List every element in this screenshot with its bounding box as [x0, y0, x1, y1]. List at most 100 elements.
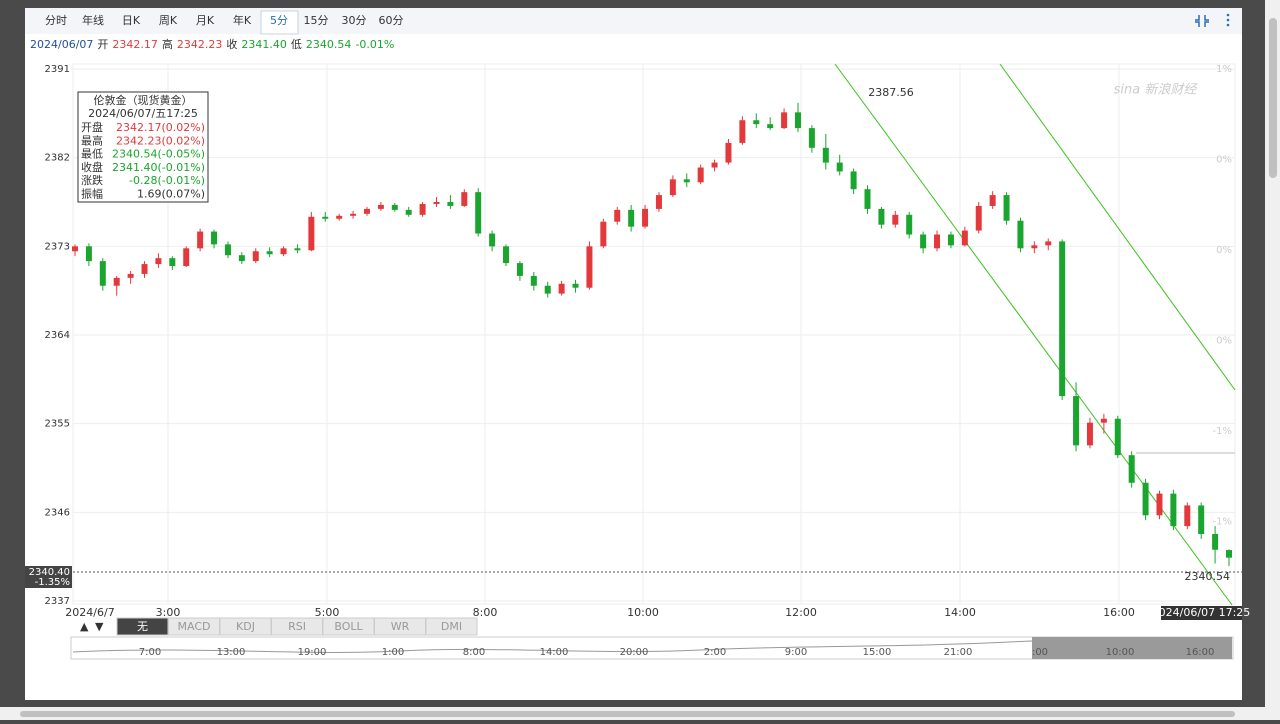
candle-body: [1114, 418, 1121, 456]
candle-body: [266, 251, 273, 255]
tooltip-value: 2340.54(-0.05%): [112, 148, 205, 161]
tab[interactable]: 60分: [379, 14, 404, 27]
tab[interactable]: 30分: [342, 14, 367, 27]
tooltip-key: 涨跌: [81, 173, 103, 187]
candle-body: [377, 204, 384, 209]
nav-label: 2:00: [704, 647, 726, 658]
candle-body: [906, 214, 913, 235]
x-tick-label: 5:00: [315, 606, 340, 619]
candle-body: [655, 195, 662, 209]
tab[interactable]: 15分: [304, 14, 329, 27]
candle-body: [600, 221, 607, 247]
nav-label: 16:00: [1186, 647, 1215, 658]
tab[interactable]: 月K: [196, 14, 215, 27]
candle-body: [850, 171, 857, 190]
nav-label: 14:00: [540, 647, 569, 658]
candle-body: [753, 120, 760, 125]
candle-body: [1156, 493, 1163, 516]
min-label: 2340.54: [1185, 570, 1231, 583]
candle-body: [1128, 455, 1135, 483]
v-thumb: [1269, 18, 1277, 178]
info-open-label: 开: [97, 38, 108, 51]
price-tag: [25, 566, 72, 588]
nav-label: 19:00: [298, 647, 327, 658]
indicator-tab[interactable]: MACD: [178, 620, 211, 633]
candle-body: [836, 162, 843, 172]
tab[interactable]: 5分: [270, 14, 288, 27]
cursor-time-bg: [1161, 606, 1242, 620]
indicator-tab[interactable]: WR: [391, 620, 410, 633]
tab[interactable]: 周K: [159, 14, 178, 27]
nav-label: :00: [1032, 647, 1048, 658]
tooltip-title: 伦敦金（现货黄金）: [94, 93, 193, 107]
arrow-up[interactable]: ▲: [80, 620, 89, 633]
candle-body: [183, 248, 190, 267]
candle-body: [586, 246, 593, 288]
h-thumb: [20, 711, 1235, 717]
indicator-tab[interactable]: RSI: [288, 620, 306, 633]
candle-body: [558, 283, 565, 294]
candle-body: [530, 275, 537, 286]
candle-body: [781, 112, 788, 129]
x-tick-label: 10:00: [627, 606, 659, 619]
indicator-tab[interactable]: 无: [137, 620, 148, 633]
x-tick-label: 8:00: [473, 606, 498, 619]
candle-body: [1086, 422, 1093, 446]
tab[interactable]: 分时: [45, 14, 67, 27]
tooltip-key: 收盘: [81, 160, 103, 174]
indicator-tab-bg: [425, 617, 478, 636]
tab[interactable]: 日K: [122, 14, 141, 27]
candle-body: [892, 214, 899, 225]
tab-bar: [25, 8, 1242, 34]
candle-body: [1073, 396, 1080, 446]
indicator-tab[interactable]: BOLL: [334, 620, 363, 633]
indicator-tab[interactable]: DMI: [441, 620, 462, 633]
candle-body: [947, 234, 954, 246]
plot-frame: [72, 63, 1236, 605]
candle-body: [141, 264, 148, 274]
candle-body: [572, 283, 579, 288]
info-change: -0.01%: [355, 38, 394, 51]
candle-body: [725, 142, 732, 163]
tooltip-key: 最低: [81, 148, 103, 161]
navigator: [70, 636, 1234, 660]
candle-body: [1170, 493, 1177, 527]
candle-body: [238, 255, 245, 262]
candle-body: [1003, 195, 1010, 221]
candle-body: [405, 209, 412, 215]
candle-body: [1100, 418, 1107, 423]
nav-label: 13:00: [217, 647, 246, 658]
y-tick-label: 2346: [45, 507, 70, 518]
candle-body: [1031, 245, 1038, 249]
candle-body: [197, 231, 204, 249]
info-close-label: 收: [226, 37, 237, 51]
tooltip-date: 2024/06/07/五17:25: [88, 107, 198, 120]
tab-active: [260, 10, 299, 35]
info-high-label: 高: [162, 37, 173, 51]
tooltip-value: 2341.40(-0.01%): [112, 161, 205, 174]
candle-body: [767, 124, 774, 129]
candle-body: [739, 120, 746, 143]
info-low: 2340.54: [306, 38, 352, 51]
tooltip-value: 1.69(0.07%): [137, 188, 205, 201]
candle-body: [934, 234, 941, 249]
indicator-tab[interactable]: KDJ: [236, 620, 255, 633]
candle-body: [308, 216, 315, 251]
candle-body: [336, 215, 343, 219]
info-line: 2024/06/07 开 2342.17 高 2342.23 收 2341.40 低 2340.…: [30, 37, 394, 51]
candle-body: [489, 233, 496, 247]
tab[interactable]: 年线: [82, 13, 104, 27]
tab[interactable]: 年K: [233, 13, 252, 27]
candle-body: [461, 192, 468, 206]
arrow-down[interactable]: ▼: [95, 620, 104, 633]
nav-label: 8:00: [463, 647, 485, 658]
candle-body: [683, 179, 690, 183]
candle-body: [419, 203, 426, 215]
candle-body: [155, 258, 162, 265]
pct-label: 0%: [1216, 336, 1232, 347]
nav-label: 7:00: [139, 647, 161, 658]
x-tick-label: 14:00: [944, 606, 976, 619]
toolbar-icons[interactable]: [1195, 13, 1230, 27]
